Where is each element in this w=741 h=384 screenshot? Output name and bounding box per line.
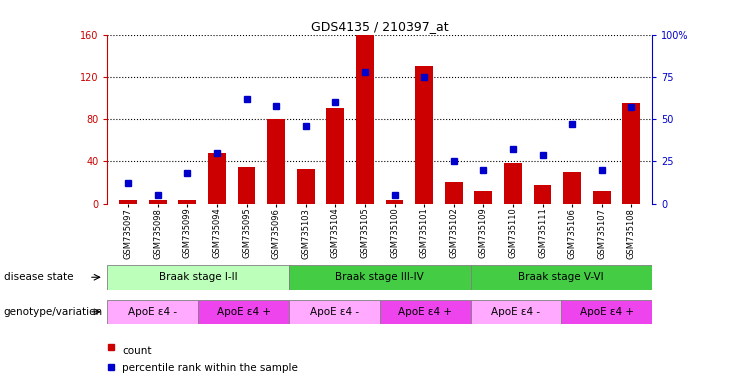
Text: Braak stage I-II: Braak stage I-II [159, 272, 238, 283]
Bar [289, 265, 471, 290]
Bar [563, 172, 581, 204]
Bar [149, 200, 167, 204]
Bar [445, 182, 462, 204]
Bar [297, 169, 315, 204]
Text: ApoE ε4 +: ApoE ε4 + [216, 307, 270, 317]
Bar [474, 191, 492, 204]
Text: ApoE ε4 -: ApoE ε4 - [491, 307, 540, 317]
Bar [179, 200, 196, 204]
Bar [268, 119, 285, 204]
Bar [107, 300, 198, 324]
Bar [593, 191, 611, 204]
Bar [327, 109, 345, 204]
Bar [471, 265, 652, 290]
Bar [622, 103, 640, 204]
Bar [471, 300, 562, 324]
Text: genotype/variation: genotype/variation [4, 307, 103, 317]
Text: ApoE ε4 -: ApoE ε4 - [310, 307, 359, 317]
Bar [289, 300, 379, 324]
Text: count: count [122, 346, 152, 356]
Title: GDS4135 / 210397_at: GDS4135 / 210397_at [311, 20, 448, 33]
Bar [534, 185, 551, 204]
Text: Braak stage V-VI: Braak stage V-VI [519, 272, 604, 283]
Bar [107, 265, 289, 290]
Text: percentile rank within the sample: percentile rank within the sample [122, 363, 298, 373]
Text: ApoE ε4 +: ApoE ε4 + [398, 307, 452, 317]
Bar [561, 300, 652, 324]
Text: Braak stage III-IV: Braak stage III-IV [336, 272, 424, 283]
Bar [356, 35, 374, 204]
Bar [238, 167, 256, 204]
Text: ApoE ε4 -: ApoE ε4 - [128, 307, 177, 317]
Bar [504, 164, 522, 204]
Bar [119, 200, 137, 204]
Text: ApoE ε4 +: ApoE ε4 + [579, 307, 634, 317]
Bar [208, 153, 226, 204]
Bar [385, 200, 403, 204]
Bar [415, 66, 433, 204]
Bar [379, 300, 471, 324]
Text: disease state: disease state [4, 272, 73, 282]
Bar [198, 300, 289, 324]
